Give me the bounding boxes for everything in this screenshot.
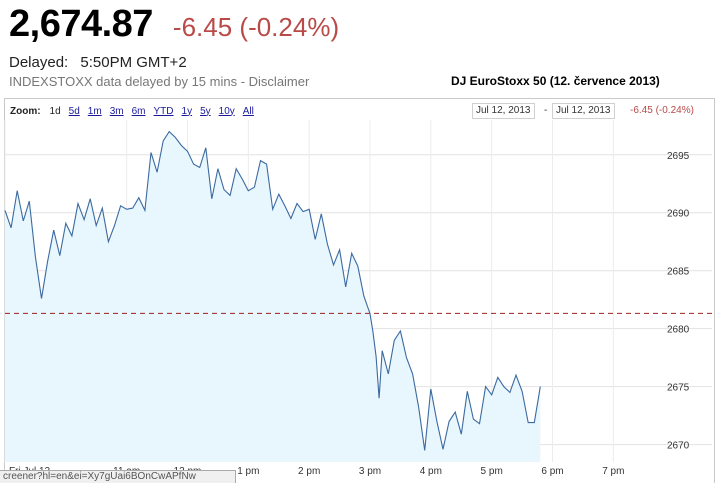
zoom-5y[interactable]: 5y <box>200 105 211 117</box>
x-tick-label: 5 pm <box>481 466 503 477</box>
price-line <box>4 130 541 451</box>
zoom-6m[interactable]: 6m <box>131 105 146 117</box>
browser-status-bar: creener?hl=en&ei=Xy7gUai6BOnCwAPfNw <box>0 470 236 483</box>
x-tick-label: 4 pm <box>420 466 442 477</box>
delayed-label: Delayed: <box>9 54 69 71</box>
zoom-1y[interactable]: 1y <box>181 105 193 117</box>
zoom-1d[interactable]: 1d <box>49 105 61 117</box>
y-tick-label: 2675 <box>667 383 690 394</box>
delay-info: Delayed: 5:50PM GMT+2 <box>9 54 187 71</box>
x-tick-label: 3 pm <box>359 466 381 477</box>
range-separator: - <box>544 105 548 116</box>
quote-header: 2,674.87 -6.45 (-0.24%) <box>9 2 339 46</box>
zoom-5d[interactable]: 5d <box>68 105 80 117</box>
range-change: -6.45 (-0.24%) <box>630 105 694 116</box>
zoom-10y[interactable]: 10y <box>218 105 235 117</box>
current-price: 2,674.87 <box>9 3 153 45</box>
data-source-note[interactable]: INDEXSTOXX data delayed by 15 mins - Dis… <box>9 74 310 89</box>
x-tick-label: 2 pm <box>298 466 320 477</box>
zoom-label: Zoom: <box>10 105 41 117</box>
y-tick-label: 2690 <box>667 209 690 220</box>
zoom-1m[interactable]: 1m <box>87 105 102 117</box>
y-tick-label: 2680 <box>667 325 690 336</box>
x-tick-label: 7 pm <box>602 466 624 477</box>
y-tick-label: 2685 <box>667 267 690 278</box>
delayed-time: 5:50PM GMT+2 <box>80 54 187 71</box>
chart-title: DJ EuroStoxx 50 (12. července 2013) <box>451 74 660 88</box>
price-area <box>5 131 541 462</box>
price-change: -6.45 (-0.24%) <box>172 12 340 42</box>
y-tick-label: 2695 <box>667 151 690 162</box>
range-start-input[interactable]: Jul 12, 2013 <box>472 103 535 119</box>
zoom-ytd[interactable]: YTD <box>153 105 174 117</box>
x-tick-label: 6 pm <box>541 466 563 477</box>
range-end-input[interactable]: Jul 12, 2013 <box>552 103 615 119</box>
zoom-3m[interactable]: 3m <box>109 105 124 117</box>
x-tick-label: 1 pm <box>237 466 259 477</box>
zoom-all[interactable]: All <box>242 105 254 117</box>
y-tick-label: 2670 <box>667 441 690 452</box>
y-axis: 2670 2675 2680 2685 2690 2695 <box>667 151 690 452</box>
zoom-toolbar: Zoom: 1d 5d 1m 3m 6m YTD 1y 5y 10y All <box>10 104 262 118</box>
